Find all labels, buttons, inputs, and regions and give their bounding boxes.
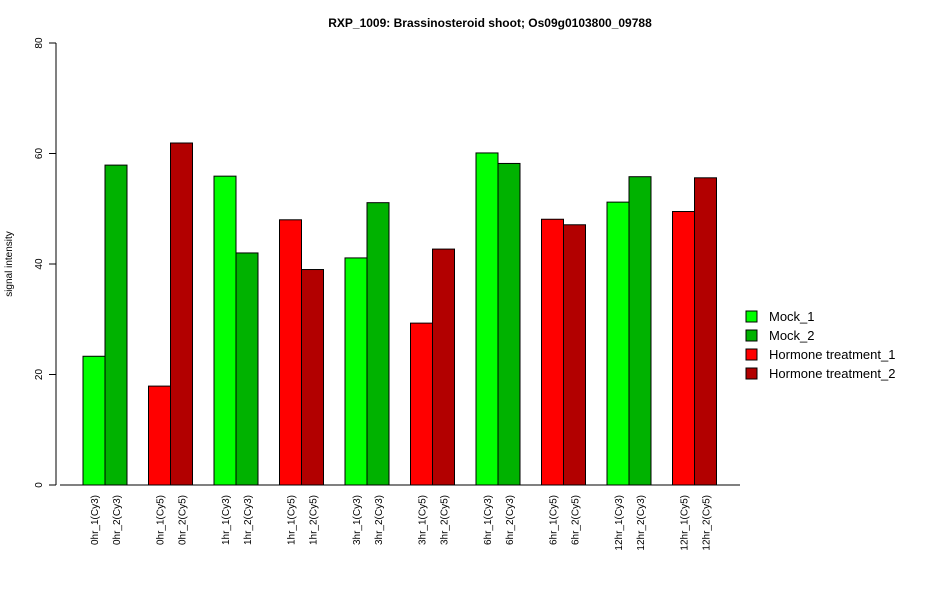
bar bbox=[148, 385, 171, 486]
x-tick-label: 6hr_2(Cy3) bbox=[505, 495, 516, 545]
bar bbox=[213, 175, 237, 486]
bar bbox=[170, 142, 193, 486]
bar bbox=[366, 202, 390, 486]
legend-swatch bbox=[745, 329, 758, 342]
x-tick-label: 6hr_1(Cy3) bbox=[483, 495, 494, 545]
x-tick-label: 3hr_2(Cy3) bbox=[374, 495, 385, 545]
x-tick-labels: 0hr_1(Cy3) 0hr_2(Cy3) 0hr_1(Cy5) 0hr_2(Cy5)… bbox=[90, 495, 713, 551]
legend-swatch bbox=[745, 310, 758, 323]
bar bbox=[563, 224, 586, 486]
x-tick-label: 12hr_1(Cy5) bbox=[680, 495, 691, 551]
bar bbox=[410, 322, 433, 486]
bar bbox=[82, 355, 106, 486]
y-axis-label: signal intensity bbox=[4, 231, 15, 297]
bar bbox=[606, 201, 630, 486]
legend-label: Hormone treatment_2 bbox=[769, 366, 895, 381]
bar bbox=[475, 152, 499, 486]
x-tick-label: 0hr_2(Cy5) bbox=[178, 495, 189, 545]
x-tick-label: 0hr_2(Cy3) bbox=[112, 495, 123, 545]
y-tick-label: 20 bbox=[34, 369, 45, 381]
bar bbox=[672, 211, 695, 486]
bar bbox=[104, 164, 128, 486]
bar bbox=[344, 257, 368, 486]
x-tick-label: 0hr_1(Cy5) bbox=[156, 495, 167, 545]
bar bbox=[497, 162, 521, 486]
chart-title: RXP_1009: Brassinosteroid shoot; Os09g01… bbox=[328, 16, 652, 30]
x-tick-label: 12hr_2(Cy5) bbox=[702, 495, 713, 551]
x-tick-label: 3hr_2(Cy5) bbox=[440, 495, 451, 545]
x-tick-label: 1hr_2(Cy5) bbox=[309, 495, 320, 545]
bar bbox=[628, 176, 652, 486]
bar bbox=[432, 248, 455, 486]
bar bbox=[279, 219, 302, 486]
legend-label: Mock_1 bbox=[769, 309, 815, 324]
x-tick-label: 1hr_1(Cy5) bbox=[287, 495, 298, 545]
y-axis: 0 20 40 60 80 bbox=[34, 37, 57, 488]
x-tick-label: 12hr_1(Cy3) bbox=[614, 495, 625, 551]
x-tick-label: 1hr_1(Cy3) bbox=[221, 495, 232, 545]
legend-label: Hormone treatment_1 bbox=[769, 347, 895, 362]
bars-group bbox=[82, 142, 717, 486]
bar bbox=[541, 218, 564, 486]
bar bbox=[301, 269, 324, 486]
legend-swatch bbox=[745, 348, 758, 361]
x-tick-label: 3hr_1(Cy5) bbox=[418, 495, 429, 545]
x-tick-label: 12hr_2(Cy3) bbox=[636, 495, 647, 551]
y-tick-label: 0 bbox=[34, 482, 45, 488]
x-tick-label: 0hr_1(Cy3) bbox=[90, 495, 101, 545]
x-tick-label: 1hr_2(Cy3) bbox=[243, 495, 254, 545]
x-tick-label: 3hr_1(Cy3) bbox=[352, 495, 363, 545]
y-tick-label: 40 bbox=[34, 258, 45, 270]
legend-label: Mock_2 bbox=[769, 328, 815, 343]
x-tick-label: 6hr_2(Cy5) bbox=[571, 495, 582, 545]
legend: Mock_1 Mock_2 Hormone treatment_1 Hormone t… bbox=[745, 309, 895, 381]
legend-swatch bbox=[745, 367, 758, 380]
y-tick-label: 60 bbox=[34, 148, 45, 160]
bar bbox=[694, 177, 717, 486]
y-tick-label: 80 bbox=[34, 37, 45, 49]
bar bbox=[235, 252, 259, 486]
x-tick-label: 6hr_1(Cy5) bbox=[549, 495, 560, 545]
